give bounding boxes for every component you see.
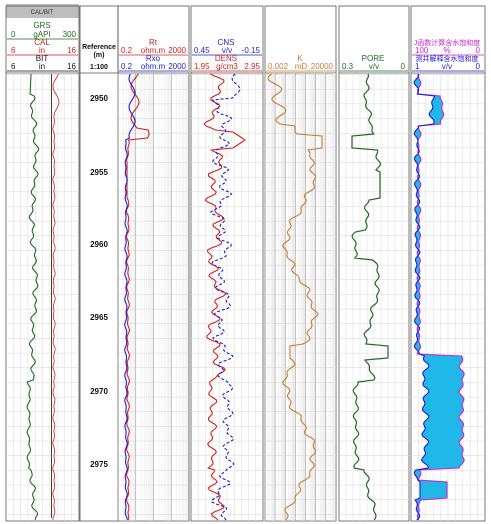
track4-header: CNS 0.45 v/v -0.15 DENS 1.95 g/cm3 2.95 xyxy=(192,38,262,72)
swfn-min: 100 xyxy=(415,46,429,55)
swint-max: 0 xyxy=(476,62,481,71)
dens-curve-name: DENS xyxy=(215,54,237,63)
cns-max: -0.15 xyxy=(242,46,261,55)
rt-curve xyxy=(125,73,150,521)
pore-curve-name: PORE xyxy=(362,54,385,63)
track6-header: PORE 0.3 v/v 0 xyxy=(340,54,408,72)
rxo-curve-name: Rxo xyxy=(146,54,161,63)
depth-title: Reference xyxy=(82,44,116,51)
depth-label: 2960 xyxy=(90,240,108,249)
grid-lines xyxy=(6,73,485,521)
depth-header: Reference (m) 1:100 xyxy=(82,44,116,71)
cns-min: 0.45 xyxy=(194,46,210,55)
track7-header: J函数计算含水饱和度 100 % 0 测井解释含水饱和度 1 v/v 0 xyxy=(412,38,484,72)
grs-unit: gAPI xyxy=(33,30,50,39)
rt-unit: ohm.m xyxy=(141,46,166,55)
dens-unit: g/cm3 xyxy=(216,62,238,71)
k-curve-name: K xyxy=(297,54,303,63)
grs-max: 300 xyxy=(63,30,77,39)
swint-curve xyxy=(413,73,436,521)
dens-curve xyxy=(203,73,246,521)
track3-header: Rt 0.2 ohm.m 2000 Rxo 0.2 ohm.m 2000 xyxy=(119,38,188,72)
grs-min: 0 xyxy=(11,30,16,39)
grs-curve xyxy=(26,73,40,521)
depth-unit: (m) xyxy=(94,52,105,59)
rxo-max: 2000 xyxy=(168,62,186,71)
swfn-curve-name: J函数计算含水饱和度 xyxy=(414,38,481,47)
rxo-curve xyxy=(124,73,136,521)
track5-header: K 0.002 mD 20000 xyxy=(266,54,335,72)
k-curve xyxy=(267,73,323,521)
bit-unit: in xyxy=(39,62,45,71)
dens-min: 1.95 xyxy=(194,62,210,71)
k-unit: mD xyxy=(295,62,308,71)
curve-tab[interactable] xyxy=(6,4,79,18)
sw-fill-area xyxy=(414,74,465,520)
cns-curve xyxy=(210,73,241,521)
pore-curve xyxy=(351,73,389,521)
swint-unit: v/v xyxy=(442,62,452,71)
cns-curve-name: CNS xyxy=(218,38,235,47)
cal-max: 16 xyxy=(67,46,76,55)
cal-min: 6 xyxy=(11,46,16,55)
swint-min: 1 xyxy=(415,62,420,71)
depth-label: 2955 xyxy=(90,168,108,177)
curve-tab-label: CAL/BIT xyxy=(31,10,54,16)
pore-min: 0.3 xyxy=(342,62,354,71)
rxo-unit: ohm.m xyxy=(141,62,166,71)
swint-curve-name: 测井解释含水饱和度 xyxy=(416,54,479,63)
bit-min: 6 xyxy=(11,62,16,71)
swfn-unit: % xyxy=(443,46,450,55)
depth-label: 2970 xyxy=(90,387,108,396)
track1-header: GRS 0 gAPI 300 CAL 6 in 16 BIT 6 in 16 xyxy=(7,21,78,72)
swfn-max: 0 xyxy=(476,46,481,55)
rt-curve-name: Rt xyxy=(149,38,158,47)
depth-label: 2965 xyxy=(90,313,108,322)
grs-curve-name: GRS xyxy=(33,21,50,30)
rt-max: 2000 xyxy=(168,46,186,55)
pore-max: 0 xyxy=(401,62,406,71)
pore-unit: v/v xyxy=(369,62,379,71)
cal-curve-name: CAL xyxy=(34,38,50,47)
k-max: 20000 xyxy=(311,62,334,71)
cal-unit: in xyxy=(39,46,45,55)
depth-label: 2975 xyxy=(90,460,108,469)
depth-label: 2950 xyxy=(90,94,108,103)
depth-labels: 2950 2955 2960 2965 2970 2975 xyxy=(90,94,108,469)
rt-min: 0.2 xyxy=(121,46,133,55)
k-min: 0.002 xyxy=(268,62,289,71)
cns-unit: v/v xyxy=(222,46,232,55)
depth-scale: 1:100 xyxy=(90,64,108,71)
dens-max: 2.95 xyxy=(244,62,260,71)
cal-curve xyxy=(52,73,60,520)
bit-curve-name: BIT xyxy=(36,54,49,63)
rxo-min: 0.2 xyxy=(121,62,133,71)
bit-max: 16 xyxy=(67,62,76,71)
